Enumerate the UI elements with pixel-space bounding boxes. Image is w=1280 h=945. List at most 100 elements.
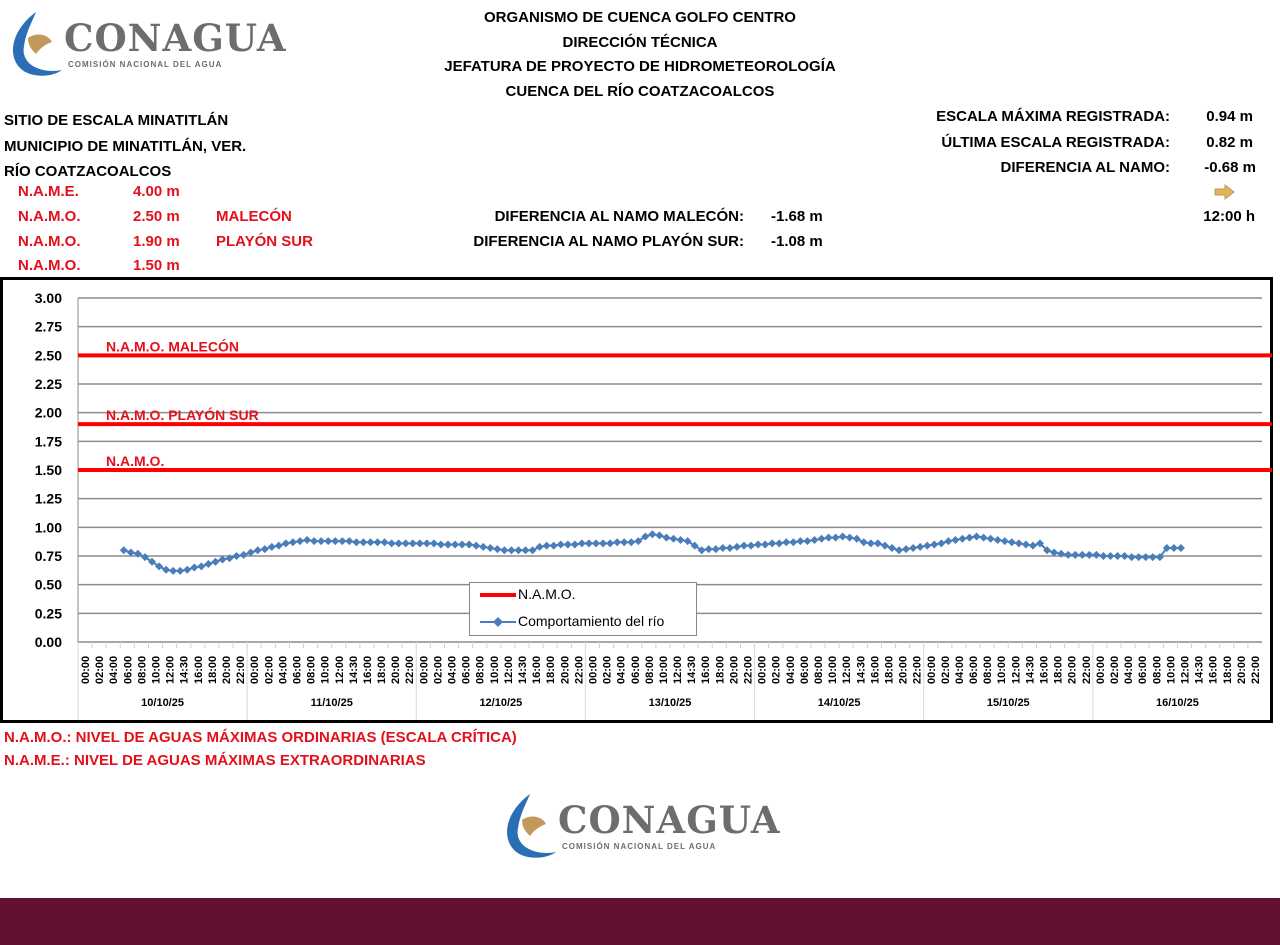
data-point xyxy=(1057,549,1066,558)
data-point xyxy=(852,534,861,543)
y-tick-label: 0.00 xyxy=(35,634,62,650)
data-point xyxy=(768,539,777,548)
x-tick-label: 04:00 xyxy=(616,656,628,684)
x-tick-label: 22:00 xyxy=(912,656,924,684)
data-point xyxy=(570,540,579,549)
data-point xyxy=(133,549,142,558)
data-point xyxy=(634,537,643,546)
x-tick-label: 04:00 xyxy=(1123,656,1135,684)
legend-swatch-river xyxy=(480,617,516,627)
data-point xyxy=(1036,539,1044,548)
data-point xyxy=(232,552,241,560)
day-label: 13/10/25 xyxy=(649,697,692,709)
x-tick-label: 06:00 xyxy=(968,656,980,684)
x-tick-label: 16:00 xyxy=(193,656,205,684)
x-tick-label: 08:00 xyxy=(306,656,318,684)
data-point xyxy=(704,545,713,554)
footnote: N.A.M.O.: NIVEL DE AGUAS MÁXIMAS ORDINAR… xyxy=(4,729,517,746)
site-name: SITIO DE ESCALA MINATITLÁN xyxy=(4,112,229,129)
x-tick-label: 10:00 xyxy=(658,656,670,684)
x-tick-label: 16:00 xyxy=(1208,656,1220,684)
x-tick-label: 00:00 xyxy=(418,656,430,684)
data-point xyxy=(690,541,699,550)
day-label: 14/10/25 xyxy=(818,697,861,709)
reference-line-label: N.A.M.O. PLAYÓN SUR xyxy=(106,406,259,423)
data-point xyxy=(951,535,960,544)
data-point xyxy=(775,539,784,548)
data-point xyxy=(1134,553,1143,562)
x-tick-label: 22:00 xyxy=(1250,656,1262,684)
x-tick-label: 02:00 xyxy=(602,656,614,684)
time-label: 12:00 h xyxy=(1203,208,1255,225)
data-point xyxy=(211,557,220,566)
conagua-emblem-icon xyxy=(507,794,556,858)
header-line: DIRECCIÓN TÉCNICA xyxy=(562,33,718,51)
y-tick-label: 0.75 xyxy=(35,548,62,564)
x-tick-label: 14:30 xyxy=(855,656,867,684)
day-label: 15/10/25 xyxy=(987,697,1030,709)
data-point xyxy=(697,546,706,555)
x-tick-label: 20:00 xyxy=(1067,656,1079,684)
x-tick-label: 04:00 xyxy=(954,656,966,684)
data-point xyxy=(535,542,544,551)
x-tick-label: 20:00 xyxy=(390,656,402,684)
x-tick-label: 00:00 xyxy=(80,656,92,684)
data-point xyxy=(937,539,946,548)
summary-label: DIFERENCIA AL NAMO: xyxy=(1000,159,1170,176)
x-tick-label: 08:00 xyxy=(644,656,656,684)
site-info: SITIO DE ESCALA MINATITLÁN MUNICIPIO DE … xyxy=(4,108,246,185)
data-point xyxy=(352,538,361,547)
data-point xyxy=(606,539,615,548)
day-label: 16/10/25 xyxy=(1156,697,1199,709)
header-title: ORGANISMO DE CUENCA GOLFO CENTRO DIRECCI… xyxy=(340,6,940,104)
x-tick-label: 10:00 xyxy=(489,656,501,684)
data-point xyxy=(1176,543,1185,552)
data-point xyxy=(422,539,431,548)
data-point xyxy=(155,562,164,571)
data-point xyxy=(1148,553,1157,562)
data-point xyxy=(1155,553,1164,562)
data-point xyxy=(359,538,368,547)
data-point xyxy=(1113,552,1122,560)
data-point xyxy=(627,538,636,547)
data-point xyxy=(1162,543,1171,552)
x-tick-label: 18:00 xyxy=(883,656,895,684)
data-point xyxy=(740,541,748,550)
x-tick-label: 20:00 xyxy=(1236,656,1248,684)
data-point xyxy=(965,533,974,542)
data-point xyxy=(1043,546,1052,555)
level-value: 1.90 m xyxy=(133,233,180,250)
diff-value: -1.08 m xyxy=(771,233,823,250)
x-tick-label: 08:00 xyxy=(1151,656,1163,684)
data-point xyxy=(584,539,593,548)
data-point xyxy=(1007,538,1016,547)
data-point xyxy=(239,550,248,559)
data-point xyxy=(641,532,650,541)
summary-value: -0.68 m xyxy=(1204,159,1256,176)
data-point xyxy=(486,543,495,552)
x-tick-label: 00:00 xyxy=(249,656,261,684)
data-point xyxy=(1014,539,1023,548)
data-point xyxy=(148,557,156,566)
x-tick-label: 20:00 xyxy=(221,656,233,684)
data-point xyxy=(310,537,319,546)
day-label: 11/10/25 xyxy=(311,697,353,709)
y-tick-label: 1.00 xyxy=(35,519,62,535)
x-tick-label: 22:00 xyxy=(573,656,585,684)
x-tick-label: 22:00 xyxy=(1081,656,1093,684)
summary-value: 0.82 m xyxy=(1206,134,1253,151)
data-point xyxy=(648,530,657,539)
y-tick-label: 2.50 xyxy=(35,347,62,363)
data-point xyxy=(514,546,523,555)
data-point xyxy=(958,534,967,543)
series-line xyxy=(123,533,1181,572)
data-point xyxy=(909,543,918,552)
header-line: CUENCA DEL RÍO COATZACOALCOS xyxy=(505,82,775,100)
x-tick-label: 06:00 xyxy=(630,656,642,684)
data-point xyxy=(979,533,988,542)
data-point xyxy=(246,548,255,557)
data-point xyxy=(303,535,312,544)
data-point xyxy=(866,539,875,548)
data-point xyxy=(373,538,382,547)
data-point xyxy=(831,533,840,542)
